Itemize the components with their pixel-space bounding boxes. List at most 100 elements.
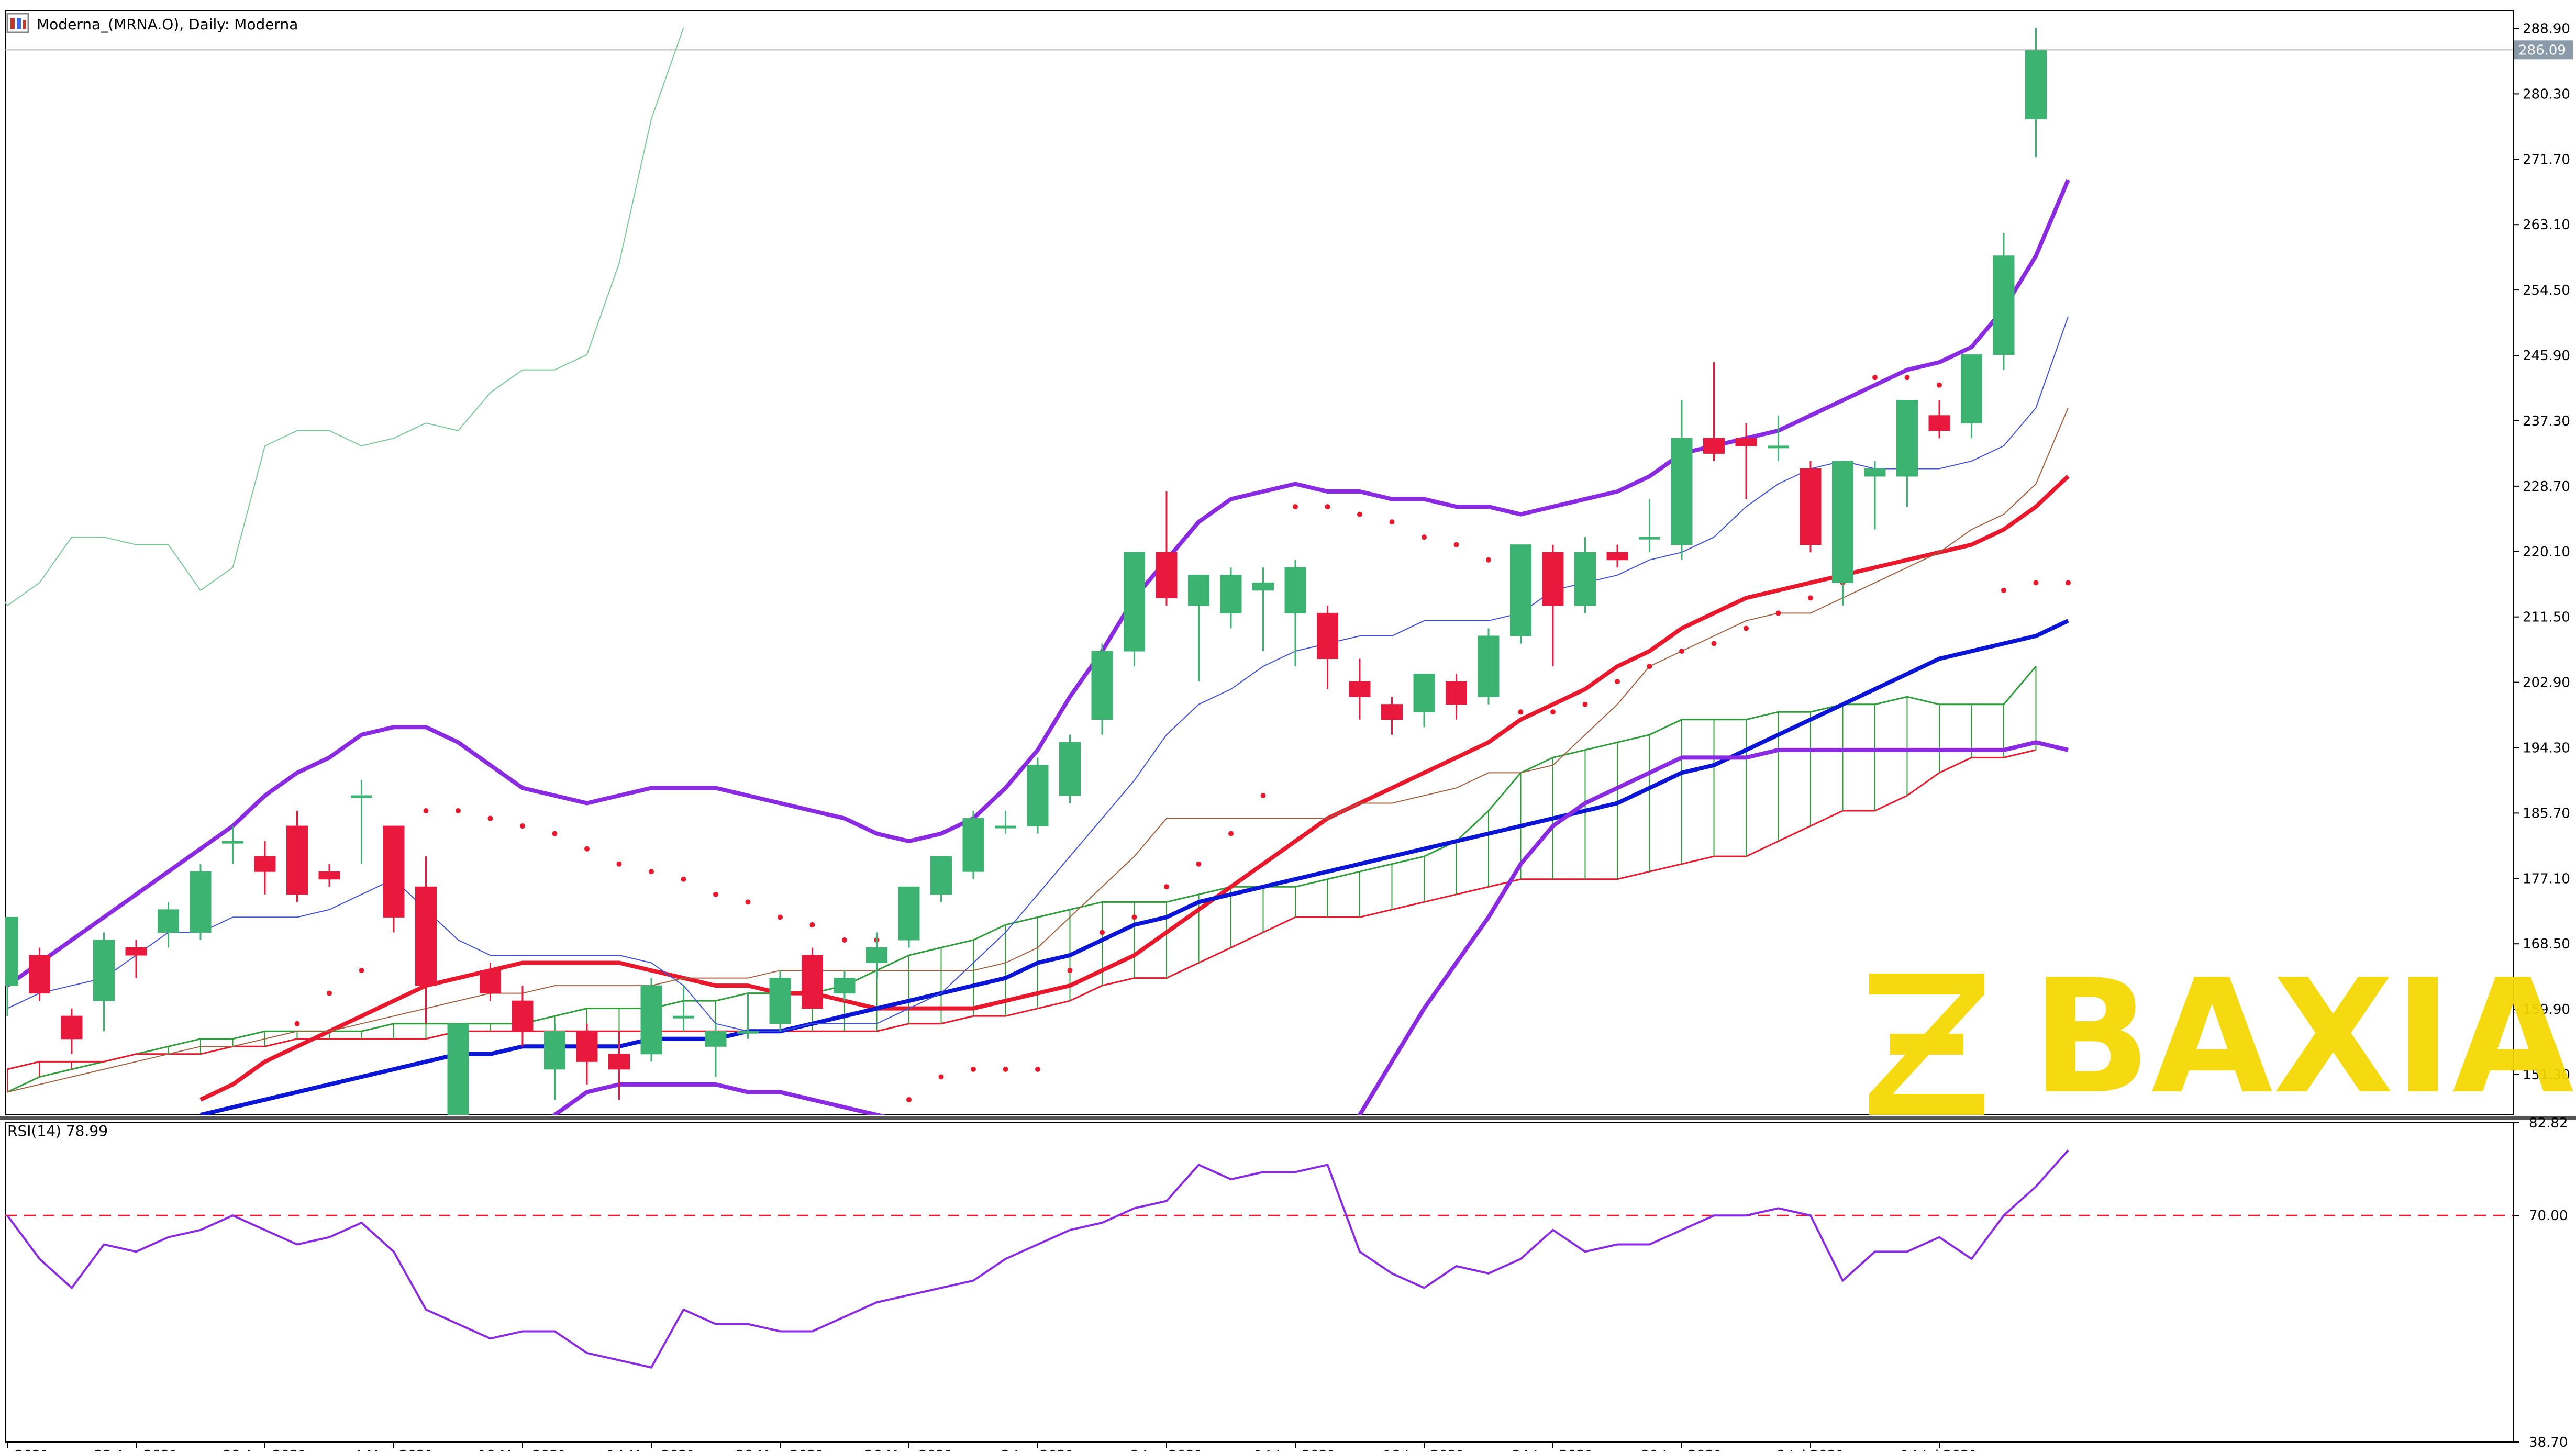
candle-body bbox=[93, 940, 115, 1001]
candle-body bbox=[480, 970, 501, 994]
candle-body bbox=[383, 825, 405, 918]
psar-dot bbox=[2066, 580, 2071, 586]
kijun-line bbox=[7, 407, 2069, 1093]
candle-body bbox=[673, 1015, 694, 1019]
logo-top-bar bbox=[1869, 974, 1984, 994]
psar-dot bbox=[2001, 587, 2006, 593]
candle-body bbox=[447, 1023, 469, 1115]
psar-dot bbox=[809, 922, 815, 927]
psar-dot bbox=[294, 1021, 300, 1026]
candle-body bbox=[415, 886, 437, 986]
rsi-line bbox=[6, 1149, 2069, 1369]
candle-body bbox=[61, 1015, 83, 1040]
date-tick-label: 22 Apr 2021 bbox=[94, 1448, 179, 1451]
candle-body bbox=[29, 955, 50, 994]
bb-line bbox=[551, 740, 2069, 1115]
price-tick-label: 168.50 bbox=[2523, 936, 2570, 952]
logo-middle-bar bbox=[1890, 1034, 1963, 1055]
date-tick-label: 24 Jun 2021 bbox=[1512, 1448, 1594, 1451]
price-tick-label: 280.30 bbox=[2523, 86, 2570, 102]
candle-body bbox=[190, 871, 212, 933]
candle-body bbox=[1446, 681, 1467, 705]
candle-body bbox=[995, 825, 1016, 829]
price-tick-label: 185.70 bbox=[2523, 806, 2570, 821]
candle-body bbox=[1413, 674, 1435, 712]
date-tick-label: 2 Jun 2021 bbox=[1001, 1448, 1074, 1451]
candle-body bbox=[1896, 400, 1918, 477]
psar-dot bbox=[359, 968, 364, 974]
price-tick-label: 263.10 bbox=[2523, 217, 2570, 233]
price-tick-label: 254.50 bbox=[2523, 283, 2570, 298]
candle-body bbox=[254, 856, 276, 872]
rsi-label: RSI(14) 78.99 bbox=[7, 1122, 108, 1139]
psar-dot bbox=[1228, 831, 1234, 836]
psar-dot bbox=[1647, 664, 1652, 669]
psar-dot bbox=[649, 869, 654, 875]
date-tick-label: 28 Apr 2021 bbox=[223, 1448, 307, 1451]
price-tick-label: 177.10 bbox=[2523, 871, 2570, 887]
candle-body bbox=[1574, 552, 1596, 606]
candle-body bbox=[576, 1031, 598, 1062]
date-tick-label: 18 Jun 2021 bbox=[1383, 1448, 1465, 1451]
psar-dot bbox=[1389, 519, 1395, 525]
candle-body bbox=[5, 916, 18, 986]
psar-dot bbox=[2033, 580, 2039, 586]
baxia-logo-icon bbox=[1869, 974, 1984, 1115]
candle-body bbox=[1349, 681, 1371, 697]
senkou-span-a bbox=[7, 666, 2037, 1093]
rsi-panel bbox=[5, 1149, 2513, 1369]
candle-body bbox=[1510, 544, 1531, 636]
candle-body bbox=[705, 1031, 727, 1047]
price-tick-label: 220.10 bbox=[2523, 544, 2570, 560]
candle-body bbox=[1703, 438, 1725, 454]
candle-body bbox=[1156, 552, 1178, 598]
candle-body bbox=[1091, 651, 1113, 720]
psar-dot bbox=[745, 899, 751, 905]
candle-body bbox=[1768, 445, 1789, 449]
candle-body bbox=[1478, 635, 1500, 697]
candle-body bbox=[737, 1031, 759, 1034]
symbol-info[interactable]: Moderna_(MRNA.O), Daily: Moderna bbox=[6, 13, 298, 33]
candle-body bbox=[1542, 552, 1564, 606]
candle-body bbox=[2025, 50, 2047, 119]
candle-body bbox=[1993, 255, 2015, 355]
candle-body bbox=[1639, 537, 1660, 540]
psar-dot bbox=[552, 831, 558, 836]
psar-dot bbox=[1422, 534, 1427, 540]
date-tick-label: 30 Jun 2021 bbox=[1641, 1448, 1723, 1451]
price-tick-label: 237.30 bbox=[2523, 413, 2570, 429]
psar-dot bbox=[1453, 542, 1459, 547]
candle-body bbox=[802, 955, 823, 1009]
psar-dot bbox=[1744, 625, 1749, 631]
candle-body bbox=[1671, 438, 1693, 545]
date-tick-label: 14 May 2021 bbox=[607, 1448, 696, 1451]
candle-body bbox=[1059, 742, 1081, 796]
date-tick-label: 14 Jul 2021 bbox=[1901, 1448, 1978, 1451]
psar-dot bbox=[713, 891, 718, 897]
date-tick-label: 16 Apr 2021 bbox=[0, 1448, 49, 1451]
ma-line bbox=[200, 619, 2069, 1115]
price-tick-label: 151.30 bbox=[2523, 1067, 2570, 1083]
candle-body bbox=[1284, 567, 1306, 613]
psar-dot bbox=[327, 990, 332, 996]
baxia-watermark: BAXIA bbox=[1869, 946, 2575, 1128]
candle-body bbox=[1188, 575, 1209, 606]
psar-dot bbox=[1067, 968, 1073, 974]
psar-dot bbox=[1550, 709, 1556, 715]
psar-dot bbox=[423, 808, 429, 814]
price-panel-frame bbox=[5, 10, 2514, 1115]
psar-dot bbox=[616, 861, 622, 867]
psar-dot bbox=[906, 1097, 912, 1102]
watermark-text: BAXIA bbox=[2031, 946, 2575, 1128]
psar-dot bbox=[520, 823, 525, 829]
rsi-tick-label: 70.00 bbox=[2529, 1208, 2568, 1224]
psar-dot bbox=[1260, 792, 1266, 798]
candle-body bbox=[222, 841, 243, 844]
candle-body bbox=[544, 1031, 565, 1070]
candle-body bbox=[158, 909, 179, 933]
psar-dot bbox=[938, 1074, 944, 1080]
psar-dot bbox=[1196, 861, 1202, 867]
price-tick-label: 228.70 bbox=[2523, 479, 2570, 495]
candle-body bbox=[1317, 612, 1338, 660]
